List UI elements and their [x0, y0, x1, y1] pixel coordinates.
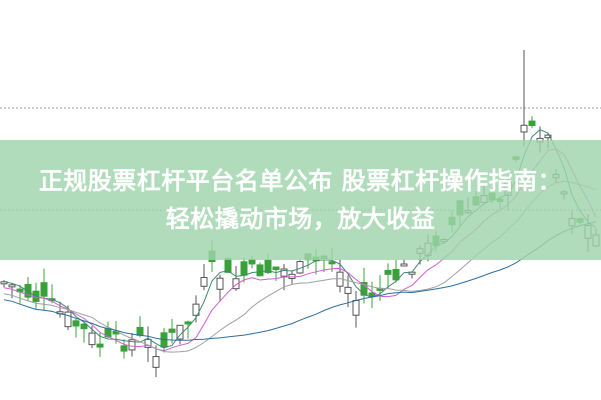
- candle-body: [96, 343, 104, 348]
- candle-body: [168, 328, 176, 333]
- candle-body: [72, 320, 80, 327]
- candle-body: [128, 339, 136, 351]
- headline-line-2: 轻松撬动市场，放大收益: [165, 205, 436, 233]
- candle-body: [8, 284, 16, 288]
- candle-body: [120, 345, 128, 352]
- candle-body: [64, 311, 72, 328]
- candle-body: [240, 261, 248, 276]
- candle-body: [184, 321, 192, 325]
- candle-body: [384, 269, 392, 275]
- candle-body: [232, 278, 240, 290]
- candle-body: [544, 134, 552, 139]
- candle-body: [344, 286, 352, 294]
- moving-average-line: [3, 221, 597, 341]
- candle-body: [368, 292, 376, 297]
- candle-body: [528, 120, 536, 127]
- candle-body: [216, 277, 224, 290]
- candle-body: [152, 356, 160, 368]
- candle-body: [80, 323, 88, 330]
- candle-body: [136, 326, 144, 336]
- candle-body: [400, 263, 408, 267]
- candle-body: [88, 332, 96, 346]
- candle-body: [264, 259, 272, 273]
- candle-body: [520, 124, 528, 133]
- headline-line-1: 正规股票杠杆平台名单公布 股票杠杆操作指南：: [38, 167, 563, 195]
- candle-body: [272, 266, 280, 271]
- candle-body: [40, 282, 48, 297]
- candle-body: [256, 264, 264, 277]
- candle-body: [248, 259, 256, 265]
- candle-body: [360, 281, 368, 296]
- candle-body: [280, 268, 288, 277]
- candle-body: [392, 268, 400, 281]
- candle-body: [352, 300, 360, 316]
- candle-body: [328, 261, 336, 265]
- candle-body: [200, 277, 208, 287]
- headline-banner: 正规股票杠杆平台名单公布 股票杠杆操作指南： 轻松撬动市场，放大收益: [0, 140, 601, 260]
- candle-body: [192, 303, 200, 316]
